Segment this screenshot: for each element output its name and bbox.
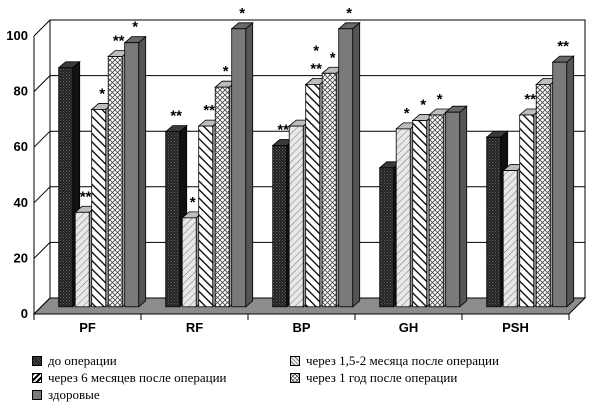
gridline-side [33, 75, 51, 92]
gridline-side [33, 130, 51, 148]
bar [321, 72, 337, 308]
gridline-side [33, 242, 51, 259]
bar [74, 211, 90, 308]
bar [288, 125, 304, 308]
y-tick-label: 80 [14, 84, 28, 99]
bar [272, 145, 288, 308]
significance-marker: * [132, 19, 138, 36]
bar-side [352, 21, 361, 308]
gridline-side [33, 19, 51, 37]
y-tick-label: 0 [21, 306, 28, 321]
bar [305, 84, 321, 308]
y-tick-label: 100 [6, 28, 28, 43]
bar [124, 42, 140, 308]
bar [181, 217, 197, 308]
y-tick-label: 20 [14, 250, 28, 265]
significance-marker: * [330, 49, 336, 66]
significance-marker: ** [277, 122, 289, 139]
significance-marker: ** [170, 108, 182, 125]
significance-marker: * [239, 5, 245, 22]
significance-marker: ** [113, 33, 125, 50]
significance-marker: ** [524, 91, 536, 108]
bar [486, 136, 502, 308]
bar [428, 114, 444, 308]
bar-side [459, 105, 468, 308]
x-tick-label: PSH [502, 320, 529, 335]
significance-marker: * [404, 105, 410, 122]
significance-marker: * [313, 42, 319, 59]
bar [519, 114, 535, 308]
gridline-side [33, 186, 51, 204]
bar-side [138, 35, 147, 308]
bar [231, 28, 247, 308]
significance-marker: * [420, 97, 426, 114]
significance-marker: * [223, 63, 229, 80]
bar [58, 67, 74, 308]
bar [379, 167, 395, 308]
bar [338, 28, 354, 308]
bar [412, 120, 428, 308]
x-tick-label: PF [79, 320, 96, 335]
bar [395, 128, 411, 308]
x-tick-label: BP [292, 320, 310, 335]
significance-marker: * [346, 5, 352, 22]
bar [445, 111, 461, 308]
significance-marker: ** [203, 102, 215, 119]
bar [502, 170, 518, 308]
bar-side [566, 55, 575, 308]
bar [91, 109, 107, 308]
bar [535, 84, 551, 308]
significance-marker: ** [557, 38, 569, 55]
bar [198, 125, 214, 308]
bar [552, 61, 568, 308]
y-tick-label: 60 [14, 139, 28, 154]
bar [107, 56, 123, 308]
significance-marker: * [437, 91, 443, 108]
y-tick-label: 40 [14, 195, 28, 210]
significance-marker: * [190, 194, 196, 211]
x-tick-label: RF [186, 320, 203, 335]
significance-marker: * [99, 85, 105, 102]
significance-marker: ** [310, 60, 322, 77]
significance-marker: ** [80, 188, 92, 205]
bar [214, 86, 230, 308]
x-tick-label: GH [399, 320, 419, 335]
bar [165, 131, 181, 308]
bar-side [245, 21, 254, 308]
